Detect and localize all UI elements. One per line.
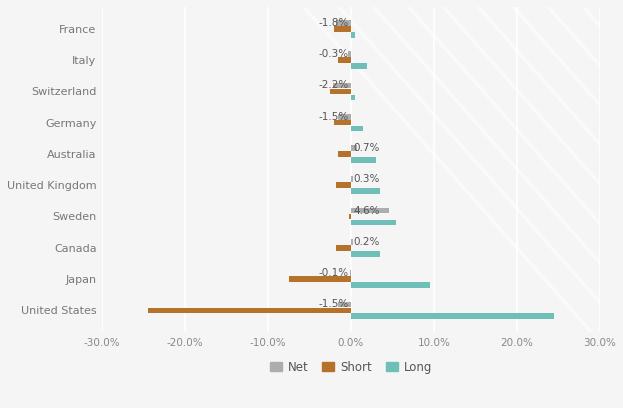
Bar (336, 182, 351, 188)
Bar (336, 245, 351, 251)
Bar (351, 32, 355, 38)
Text: -1.5%: -1.5% (318, 299, 348, 309)
Bar (351, 220, 396, 225)
Text: 0.2%: 0.2% (353, 237, 380, 247)
Bar (351, 282, 430, 288)
Bar (148, 308, 351, 313)
Bar (351, 176, 353, 182)
Bar (351, 145, 357, 151)
Bar (338, 57, 351, 63)
Text: 0.3%: 0.3% (353, 174, 380, 184)
Bar (351, 251, 380, 257)
Bar (350, 270, 351, 276)
Bar (335, 26, 351, 32)
Text: 4.6%: 4.6% (353, 206, 380, 215)
Text: -2.2%: -2.2% (318, 80, 348, 91)
Bar (336, 20, 351, 26)
Bar (351, 208, 389, 213)
Bar (335, 120, 351, 126)
Text: -1.5%: -1.5% (318, 112, 348, 122)
Bar (338, 302, 351, 307)
Bar (351, 63, 368, 69)
Bar (333, 83, 351, 88)
Bar (338, 114, 351, 120)
Bar (351, 126, 363, 131)
Text: -0.3%: -0.3% (318, 49, 348, 59)
Bar (351, 188, 380, 194)
Text: 0.7%: 0.7% (353, 143, 380, 153)
Text: -1.8%: -1.8% (318, 18, 348, 28)
Bar (288, 276, 351, 282)
Bar (330, 89, 351, 94)
Text: -0.1%: -0.1% (318, 268, 348, 278)
Bar (351, 313, 554, 319)
Legend: Net, Short, Long: Net, Short, Long (265, 356, 437, 378)
Bar (351, 157, 376, 163)
Bar (348, 51, 351, 57)
Bar (338, 151, 351, 157)
Bar (351, 95, 355, 100)
Bar (350, 214, 351, 220)
Bar (351, 239, 353, 245)
